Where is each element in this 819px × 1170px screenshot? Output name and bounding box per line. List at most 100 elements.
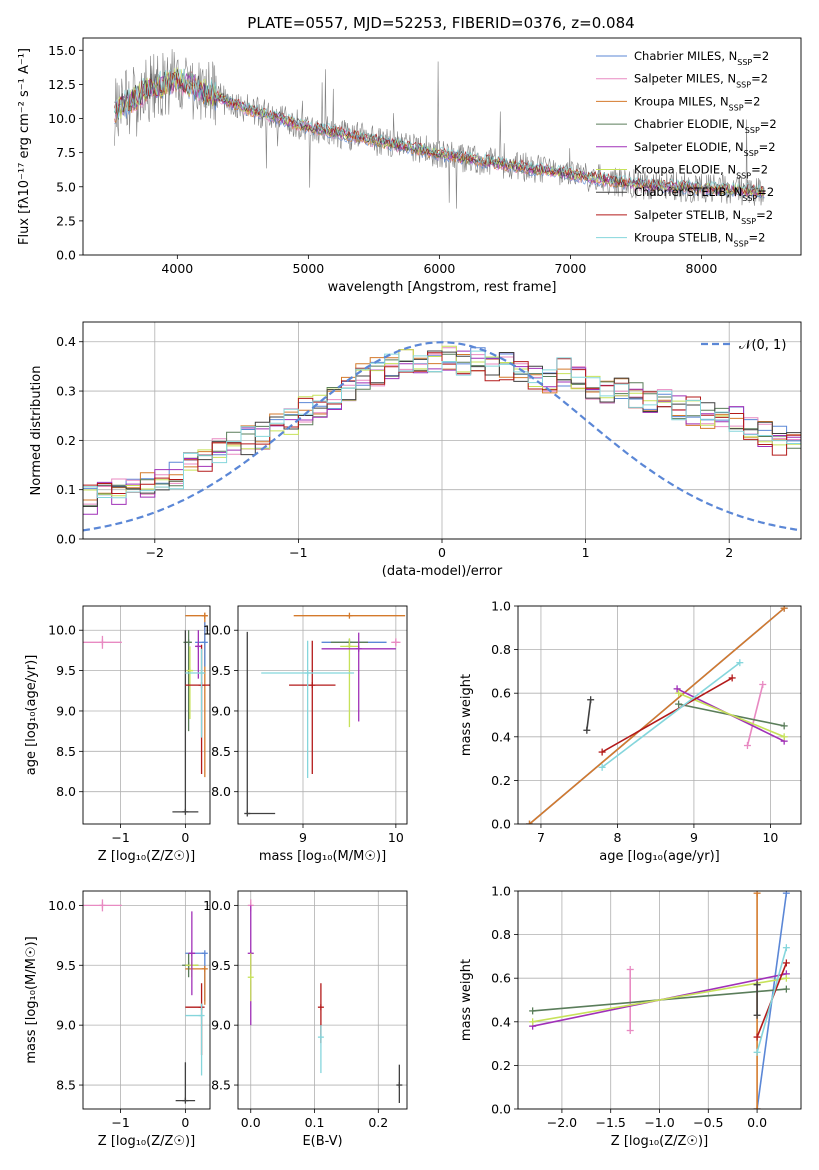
x-tick-label: −2.0: [547, 1115, 577, 1130]
y-tick-label: 10.0: [48, 623, 76, 638]
y-tick-label: 12.5: [48, 77, 76, 92]
legend-subscript: SSP: [736, 171, 751, 180]
y-tick-label: 0.2: [491, 773, 511, 788]
y-axis-label: Normed distribution: [29, 366, 44, 496]
y-tick-label: 10.0: [203, 623, 231, 638]
histogram-salpeter_stelib: [83, 352, 801, 494]
y-tick-label: 9.5: [211, 663, 231, 678]
histogram-chabrier_miles: [83, 347, 801, 496]
x-tick-label: 5000: [292, 261, 324, 276]
legend-subscript: SSP: [734, 239, 749, 248]
axis-frame: [517, 890, 802, 1110]
age_vs_Z-marks: [83, 612, 210, 815]
spectrum-axes: 4000 5000 6000 7000 8000 0.0 2.5 5.0 7.5 10.0 12.5…: [17, 37, 802, 295]
x-tick-label: 2: [725, 545, 733, 560]
legend-subscript: SSP: [729, 103, 744, 112]
legend-suffix: =2: [757, 185, 774, 199]
y-tick-label: 9.5: [56, 663, 76, 678]
legend-subscript: SSP: [745, 126, 760, 135]
legend-label-salpeter_elodie: Salpeter ELODIE, NSSP=2: [634, 140, 776, 158]
x-tick-label: 0: [181, 830, 189, 845]
weight-line-kroupa_elodie: [532, 977, 787, 1023]
legend-subscript: SSP: [741, 216, 756, 225]
y-tick-label: 8.5: [56, 1078, 76, 1093]
legend-subscript: SSP: [737, 58, 752, 67]
histogram-salpeter_elodie: [83, 350, 801, 515]
x-tick-label: −1: [111, 830, 129, 845]
y-tick-label: 0.0: [491, 1102, 511, 1117]
y-tick-label: 10.0: [203, 898, 231, 913]
weight-line-kroupa_miles: [528, 607, 785, 824]
y-tick-label: 9.5: [56, 958, 76, 973]
y-tick-label: 0.0: [491, 817, 511, 832]
weight_vs_age-axes: 7 8 9 10 0.0 0.2 0.4 0.6 0.8 1.0 age [log₁₀(age/yr…: [459, 599, 802, 864]
weight-line-salpeter_stelib: [601, 677, 733, 753]
legend-label-salpeter_miles: Salpeter MILES, NSSP=2: [634, 72, 768, 90]
x-tick-label: 9: [299, 830, 307, 845]
legend: Chabrier MILES, NSSP=2 Salpeter MILES, NS…: [596, 49, 777, 248]
mass_vs_Z-axes: −1 0 8.5 9.0 9.5 10.0 Z [log₁₀(Z/Z☉)] mass [log…: [24, 890, 211, 1149]
x-tick-label: 0: [181, 1115, 189, 1130]
legend-subscript: SSP: [744, 148, 759, 157]
x-axis-label: wavelength [Angstrom, rest frame]: [328, 280, 557, 295]
axis-frame: [517, 605, 802, 825]
x-tick-label: −1.5: [596, 1115, 626, 1130]
x-tick-label: −2: [146, 545, 164, 560]
legend-label-chabrier_elodie: Chabrier ELODIE, NSSP=2: [634, 117, 777, 135]
legend-suffix: =2: [752, 49, 769, 63]
x-tick-label: 7000: [554, 261, 586, 276]
legend-suffix: =2: [756, 208, 773, 222]
age_vs_Z-axes: −1 0 8.0 8.5 9.0 9.5 10.0 Z [log₁₀(Z/Z☉)] age [l…: [24, 605, 211, 864]
y-tick-label: 0.1: [56, 482, 76, 497]
x-tick-label: 10: [388, 830, 404, 845]
legend-label-normal: 𝒩(0, 1): [739, 338, 786, 353]
y-tick-label: 0.3: [56, 384, 76, 399]
y-axis-label: age [log₁₀(age/yr)]: [24, 655, 39, 776]
plot-layer: 4000 5000 6000 7000 80000.02.55.07.510.012.5…: [17, 37, 802, 1149]
x-tick-label: 8: [613, 830, 621, 845]
y-tick-label: 9.0: [211, 1018, 231, 1033]
weight-line-kroupa_stelib: [601, 662, 741, 768]
legend-suffix: =2: [749, 231, 766, 245]
y-tick-label: 9.5: [211, 958, 231, 973]
histogram-chabrier_stelib: [83, 350, 801, 507]
x-tick-label: −1.0: [644, 1115, 674, 1130]
x-tick-label: 8000: [686, 261, 718, 276]
y-axis-label: mass [log₁₀(M/M☉)]: [24, 936, 39, 1063]
y-tick-label: 1.0: [491, 599, 511, 614]
y-tick-label: 9.0: [56, 703, 76, 718]
legend-label-salpeter_stelib: Salpeter STELIB, NSSP=2: [634, 208, 773, 226]
age_vs_mass-axes: 9 10 8.0 8.5 9.0 9.5 10.0 mass [log₁₀(M/M☉)]: [203, 605, 408, 864]
weight-line-salpeter_miles: [746, 684, 764, 746]
y-tick-label: 15.0: [48, 43, 76, 58]
y-tick-label: 7.5: [56, 145, 76, 160]
axis-frame: [237, 890, 408, 1110]
histogram-salpeter_miles: [83, 347, 801, 505]
legend-suffix: =2: [751, 163, 768, 177]
legend-suffix: =2: [759, 140, 776, 154]
x-axis-label: Z [log₁₀(Z/Z☉)]: [98, 849, 195, 864]
x-axis-label: age [log₁₀(age/yr)]: [599, 849, 720, 864]
x-tick-label: 0.0: [747, 1115, 767, 1130]
normal-curve: [83, 341, 799, 532]
legend-label-kroupa_stelib: Kroupa STELIB, NSSP=2: [634, 231, 765, 249]
histogram-kroupa_elodie: [83, 345, 801, 497]
legend-label-kroupa_elodie: Kroupa ELODIE, NSSP=2: [634, 163, 768, 181]
model-spectrum-kroupa_stelib: [114, 68, 765, 194]
y-tick-label: 0.6: [491, 971, 511, 986]
x-axis-label: Z [log₁₀(Z/Z☉)]: [98, 1134, 195, 1149]
x-tick-label: 6000: [423, 261, 455, 276]
x-tick-label: 0.2: [368, 1115, 388, 1130]
y-axis-label: mass weight: [459, 959, 474, 1041]
histogram-chabrier_elodie: [83, 353, 801, 507]
y-tick-label: 0.0: [56, 532, 76, 547]
x-tick-label: −1: [289, 545, 307, 560]
y-tick-label: 8.5: [211, 1078, 231, 1093]
weight-line-kroupa_elodie: [678, 692, 785, 738]
y-tick-label: 10.0: [48, 898, 76, 913]
y-tick-label: 0.4: [491, 1014, 511, 1029]
x-tick-label: −1: [111, 1115, 129, 1130]
y-tick-label: 8.0: [211, 784, 231, 799]
legend-label-kroupa_miles: Kroupa MILES, NSSP=2: [634, 94, 760, 112]
